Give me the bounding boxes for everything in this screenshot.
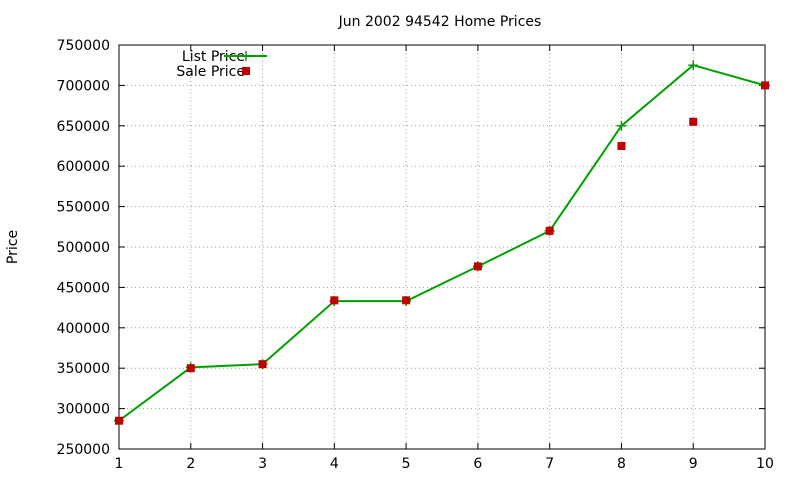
x-tick-label: 5 (402, 456, 411, 472)
legend-marker (242, 67, 250, 75)
axes: 250000 300000 350000 400000 450000 500000 5500… (57, 38, 774, 472)
y-tick-label: 250000 (57, 442, 110, 458)
data-point (688, 60, 699, 71)
data-point (330, 296, 339, 305)
data-point (545, 226, 554, 235)
y-tick-label: 750000 (57, 38, 110, 54)
data-point (761, 81, 769, 90)
x-tick-label: 10 (756, 456, 774, 472)
grid-lines (119, 45, 765, 449)
x-tick-label: 3 (258, 456, 267, 472)
data-point (186, 364, 195, 373)
data-point (115, 416, 123, 425)
series-line (118, 64, 766, 422)
y-tick-label: 700000 (57, 78, 110, 94)
data-point (617, 142, 626, 150)
x-tick-label: 9 (689, 456, 698, 472)
series-list-price (114, 60, 770, 426)
data-point (402, 296, 411, 305)
x-tick-label: 4 (330, 456, 339, 472)
series-sale-price (115, 81, 769, 425)
y-tick-label: 350000 (57, 361, 110, 377)
y-tick-label: 400000 (57, 321, 110, 337)
y-axis-label: Price (5, 230, 21, 264)
chart-title: Jun 2002 94542 Home Prices (338, 14, 542, 30)
x-tick-label: 7 (545, 456, 554, 472)
legend-marker (241, 51, 251, 61)
y-tick-label: 450000 (57, 280, 110, 296)
legend-item: List Price (182, 49, 267, 65)
legend-item: Sale Price (176, 64, 250, 80)
y-tick-label: 650000 (57, 119, 110, 135)
y-tick-label: 600000 (57, 159, 110, 175)
y-tick-label: 550000 (57, 200, 110, 216)
x-tick-label: 6 (473, 456, 482, 472)
data-point (689, 117, 698, 126)
series (114, 60, 770, 426)
data-point (258, 360, 267, 369)
legend-label: List Price (182, 49, 245, 65)
x-tick-label: 2 (186, 456, 195, 472)
data-point (473, 262, 482, 271)
y-tick-label: 300000 (57, 402, 110, 418)
legend-label: Sale Price (176, 64, 245, 80)
y-tick-label: 500000 (57, 240, 110, 256)
x-tick-label: 1 (115, 456, 124, 472)
x-tick-label: 8 (617, 456, 626, 472)
data-point (616, 120, 627, 131)
